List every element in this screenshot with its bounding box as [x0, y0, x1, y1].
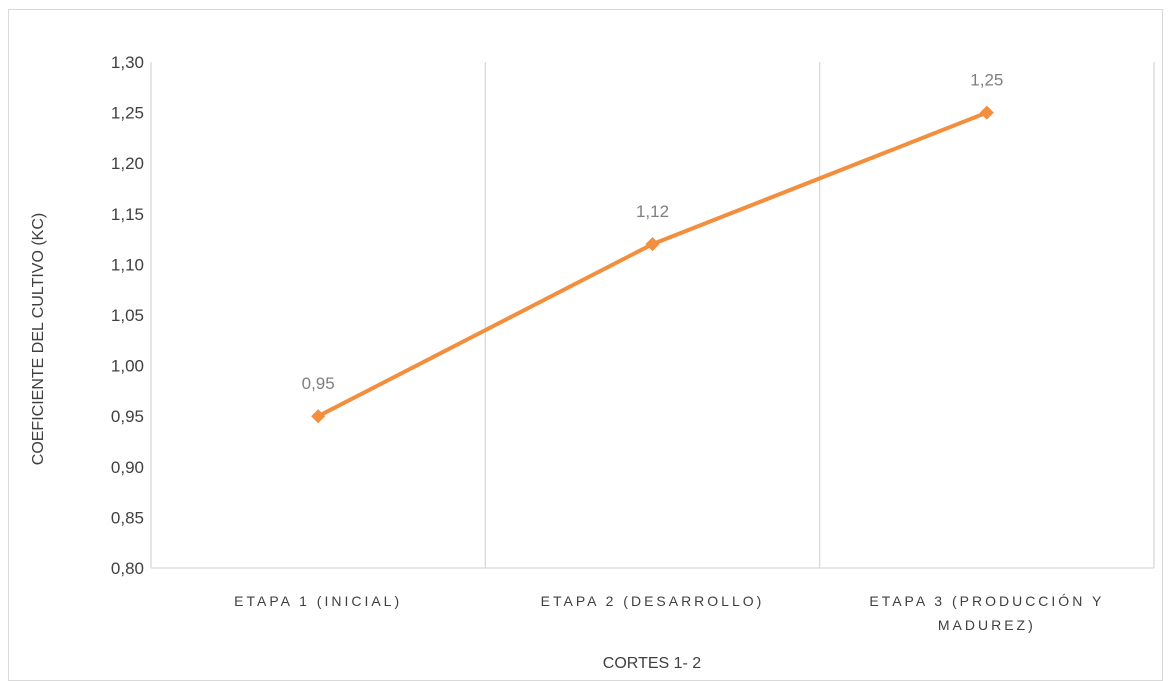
x-axis-title: CORTES 1- 2	[603, 655, 702, 672]
x-category-labels: ETAPA 1 (INICIAL) ETAPA 2 (DESARROLLO) ETA…	[234, 593, 1104, 633]
data-label: 0,95	[302, 374, 335, 393]
diamond-marker	[645, 237, 660, 252]
y-tick-label: 1,00	[111, 357, 144, 376]
y-tick-label: 1,15	[111, 205, 144, 224]
y-tick-label: 0,85	[111, 508, 144, 527]
diamond-marker	[311, 409, 326, 424]
x-category-label: ETAPA 3 (PRODUCCIÓN Y MADUREZ)	[869, 593, 1104, 633]
y-tick-label: 1,10	[111, 255, 144, 274]
diamond-marker	[979, 105, 994, 120]
y-tick-label: 1,25	[111, 104, 144, 123]
data-label: 1,25	[970, 71, 1003, 90]
y-tick-label: 0,90	[111, 458, 144, 477]
y-tick-label: 0,80	[111, 559, 144, 578]
data-label: 1,12	[636, 202, 669, 221]
y-axis-title: COEFICIENTE DEL CULTIVO (KC)	[30, 213, 47, 465]
series-lines	[317, 110, 988, 418]
y-tick-labels: 0,80 0,85 0,90 0,95 1,00 1,05 1,10 1,15 1,20 1,25…	[111, 53, 144, 578]
y-tick-label: 1,30	[111, 53, 144, 72]
y-tick-label: 1,20	[111, 154, 144, 173]
series-line	[317, 110, 988, 418]
y-tick-label: 1,05	[111, 306, 144, 325]
x-category-label: ETAPA 1 (INICIAL)	[234, 593, 402, 609]
y-tick-label: 0,95	[111, 407, 144, 426]
x-category-label: ETAPA 2 (DESARROLLO)	[541, 593, 765, 609]
data-markers	[311, 105, 994, 424]
gridlines	[150, 62, 1155, 568]
data-labels: 0,95 1,12 1,25	[302, 71, 1004, 394]
